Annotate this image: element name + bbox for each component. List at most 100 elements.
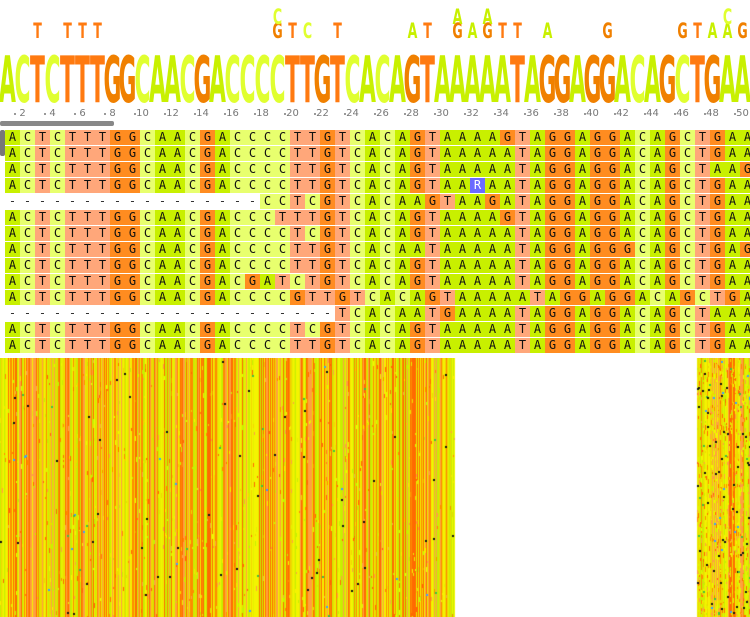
nucleotide-cell[interactable]: A	[725, 242, 740, 257]
gap-cell[interactable]: -	[245, 306, 260, 321]
nucleotide-cell[interactable]: C	[635, 226, 650, 241]
nucleotide-cell[interactable]: A	[215, 274, 230, 289]
nucleotide-cell[interactable]: A	[515, 290, 530, 305]
nucleotide-cell[interactable]: C	[350, 322, 365, 337]
gap-cell[interactable]: -	[230, 306, 245, 321]
nucleotide-cell[interactable]: C	[380, 146, 395, 161]
nucleotide-cell[interactable]: C	[305, 194, 320, 209]
gap-cell[interactable]: -	[125, 306, 140, 321]
nucleotide-cell[interactable]: A	[575, 274, 590, 289]
nucleotide-cell[interactable]: A	[395, 146, 410, 161]
nucleotide-cell[interactable]: T	[290, 210, 305, 225]
nucleotide-cell[interactable]: T	[290, 130, 305, 145]
nucleotide-cell[interactable]: C	[20, 130, 35, 145]
nucleotide-cell[interactable]: G	[545, 130, 560, 145]
nucleotide-cell[interactable]: T	[695, 306, 710, 321]
gap-cell[interactable]: -	[50, 306, 65, 321]
nucleotide-cell[interactable]: T	[95, 130, 110, 145]
nucleotide-cell[interactable]: A	[395, 178, 410, 193]
nucleotide-cell[interactable]: C	[635, 322, 650, 337]
nucleotide-cell[interactable]: A	[5, 146, 20, 161]
nucleotide-cell[interactable]: G	[665, 242, 680, 257]
nucleotide-cell[interactable]: C	[245, 146, 260, 161]
nucleotide-cell[interactable]: T	[80, 274, 95, 289]
nucleotide-cell[interactable]: A	[470, 322, 485, 337]
nucleotide-cell[interactable]: C	[20, 274, 35, 289]
nucleotide-cell[interactable]: C	[50, 162, 65, 177]
nucleotide-cell[interactable]: A	[575, 226, 590, 241]
nucleotide-cell[interactable]: G	[245, 274, 260, 289]
nucleotide-cell[interactable]: T	[95, 322, 110, 337]
nucleotide-cell[interactable]: C	[275, 322, 290, 337]
nucleotide-cell[interactable]: T	[515, 178, 530, 193]
nucleotide-cell[interactable]: G	[545, 274, 560, 289]
nucleotide-cell[interactable]: T	[65, 338, 80, 353]
nucleotide-cell[interactable]: A	[500, 226, 515, 241]
nucleotide-cell[interactable]: C	[185, 162, 200, 177]
nucleotide-cell[interactable]: A	[590, 290, 605, 305]
nucleotide-cell[interactable]: G	[125, 242, 140, 257]
nucleotide-cell[interactable]: C	[275, 226, 290, 241]
nucleotide-cell[interactable]: A	[440, 162, 455, 177]
nucleotide-cell[interactable]: G	[575, 290, 590, 305]
nucleotide-cell[interactable]: G	[620, 242, 635, 257]
nucleotide-cell[interactable]: T	[530, 290, 545, 305]
nucleotide-cell[interactable]: A	[710, 306, 725, 321]
nucleotide-cell[interactable]: G	[740, 162, 750, 177]
nucleotide-cell[interactable]: C	[140, 242, 155, 257]
nucleotide-cell[interactable]: C	[185, 338, 200, 353]
nucleotide-cell[interactable]: C	[680, 162, 695, 177]
nucleotide-cell[interactable]: C	[680, 130, 695, 145]
gap-cell[interactable]: -	[215, 194, 230, 209]
nucleotide-cell[interactable]: A	[155, 130, 170, 145]
nucleotide-cell[interactable]: T	[95, 226, 110, 241]
nucleotide-cell[interactable]: A	[455, 226, 470, 241]
nucleotide-cell[interactable]: C	[305, 322, 320, 337]
nucleotide-cell[interactable]: T	[425, 274, 440, 289]
nucleotide-cell[interactable]: G	[410, 274, 425, 289]
nucleotide-cell[interactable]: C	[185, 178, 200, 193]
nucleotide-cell[interactable]: T	[515, 338, 530, 353]
nucleotide-cell[interactable]: G	[200, 210, 215, 225]
gap-cell[interactable]: -	[95, 306, 110, 321]
nucleotide-cell[interactable]: A	[650, 242, 665, 257]
nucleotide-cell[interactable]: T	[305, 274, 320, 289]
nucleotide-cell[interactable]: A	[455, 146, 470, 161]
nucleotide-cell[interactable]: G	[725, 290, 740, 305]
nucleotide-cell[interactable]: C	[230, 210, 245, 225]
nucleotide-cell[interactable]: T	[35, 210, 50, 225]
nucleotide-cell[interactable]: G	[440, 306, 455, 321]
nucleotide-cell[interactable]: A	[410, 306, 425, 321]
nucleotide-cell[interactable]: A	[170, 130, 185, 145]
nucleotide-cell[interactable]: A	[530, 258, 545, 273]
nucleotide-cell[interactable]: G	[710, 194, 725, 209]
nucleotide-cell[interactable]: A	[155, 146, 170, 161]
nucleotide-cell[interactable]: T	[35, 242, 50, 257]
nucleotide-cell[interactable]: A	[365, 130, 380, 145]
nucleotide-cell[interactable]: C	[50, 146, 65, 161]
nucleotide-cell[interactable]: A	[215, 226, 230, 241]
nucleotide-cell[interactable]: T	[695, 274, 710, 289]
nucleotide-cell[interactable]: T	[695, 258, 710, 273]
nucleotide-cell[interactable]: G	[560, 306, 575, 321]
nucleotide-cell[interactable]: A	[650, 146, 665, 161]
nucleotide-cell[interactable]: T	[35, 338, 50, 353]
nucleotide-cell[interactable]: G	[200, 178, 215, 193]
nucleotide-cell[interactable]: A	[395, 338, 410, 353]
nucleotide-cell[interactable]: T	[80, 242, 95, 257]
nucleotide-cell[interactable]: G	[200, 226, 215, 241]
gap-cell[interactable]: -	[95, 194, 110, 209]
nucleotide-cell[interactable]: C	[260, 162, 275, 177]
nucleotide-cell[interactable]: C	[650, 290, 665, 305]
nucleotide-cell[interactable]: A	[5, 210, 20, 225]
nucleotide-cell[interactable]: G	[740, 242, 750, 257]
nucleotide-cell[interactable]: G	[605, 338, 620, 353]
nucleotide-cell[interactable]: G	[410, 226, 425, 241]
nucleotide-cell[interactable]: T	[515, 130, 530, 145]
nucleotide-cell[interactable]: G	[410, 322, 425, 337]
nucleotide-cell[interactable]: G	[110, 146, 125, 161]
nucleotide-cell[interactable]: G	[410, 338, 425, 353]
